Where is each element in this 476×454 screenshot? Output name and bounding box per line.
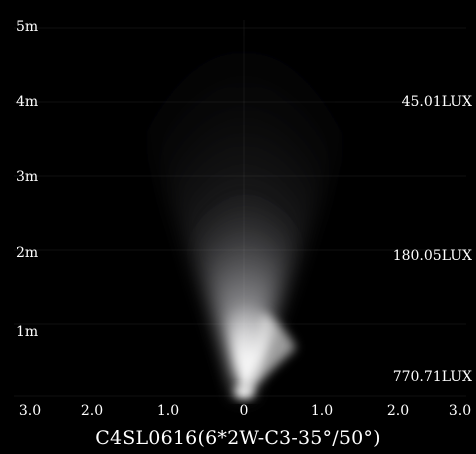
lux-reading-4m: 45.01LUX <box>401 94 472 110</box>
y-axis-label-5m: 5m <box>16 19 39 35</box>
x-axis-label-left-3: 3.0 <box>18 403 42 419</box>
model-label: C4SL0616(6*2W-C3-35°/50°) <box>95 427 381 449</box>
lux-reading-2m: 180.05LUX <box>392 248 472 264</box>
light-source-point <box>234 386 254 398</box>
x-axis-label-center: 0 <box>239 403 249 419</box>
y-axis-label-3m: 3m <box>16 169 39 185</box>
beam-wedge <box>244 312 296 396</box>
y-axis-label-2m: 2m <box>16 245 39 261</box>
beam-core <box>220 284 290 396</box>
x-axis-label-right-1: 1.0 <box>310 403 334 419</box>
y-axis-label-4m: 4m <box>16 94 39 110</box>
x-axis-label-right-2: 2.0 <box>386 403 410 419</box>
x-axis-label-left-2: 2.0 <box>80 403 104 419</box>
x-axis-label-right-3: 3.0 <box>448 403 472 419</box>
y-axis-label-1m: 1m <box>16 324 39 340</box>
beam-mid <box>176 150 318 396</box>
lux-reading-near: 770.71LUX <box>392 369 472 385</box>
x-axis-label-left-1: 1.0 <box>156 403 180 419</box>
